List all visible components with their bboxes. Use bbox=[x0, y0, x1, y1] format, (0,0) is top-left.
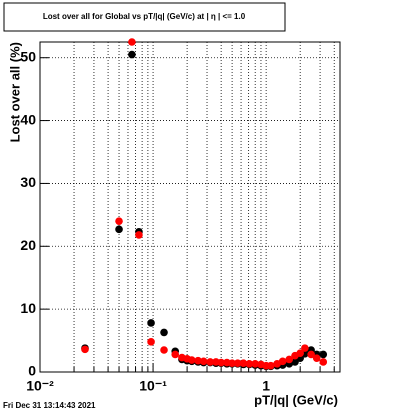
marker bbox=[245, 360, 254, 368]
marker bbox=[285, 355, 294, 364]
marker bbox=[128, 50, 136, 59]
marker bbox=[217, 358, 225, 367]
marker bbox=[115, 225, 123, 234]
y-tick-label: 20 bbox=[20, 237, 36, 253]
y-tick-label: 40 bbox=[20, 111, 36, 127]
y-tick-label: 10 bbox=[20, 300, 36, 316]
x-tick-label: 10⁻¹ bbox=[139, 378, 167, 394]
marker bbox=[312, 354, 321, 362]
y-axis-label: Lost over all (%) bbox=[7, 42, 22, 142]
marker bbox=[301, 344, 309, 352]
y-tick-label: 50 bbox=[20, 48, 36, 64]
y-tick-label: 30 bbox=[20, 174, 36, 190]
y-tick-label: 0 bbox=[28, 363, 36, 379]
marker bbox=[307, 350, 315, 359]
marker bbox=[206, 358, 214, 366]
x-tick-label: 1 bbox=[262, 378, 270, 394]
marker bbox=[147, 319, 155, 327]
marker bbox=[319, 350, 328, 359]
marker bbox=[319, 358, 328, 366]
marker bbox=[199, 357, 208, 366]
marker bbox=[194, 356, 202, 365]
footer: Fri Dec 31 13:14:43 2021 bbox=[3, 401, 96, 410]
chart-title: Lost over all for Global vs pT/|q| (GeV/… bbox=[43, 12, 246, 21]
marker bbox=[160, 328, 168, 337]
frame bbox=[39, 41, 341, 373]
x-axis-label: pT/|q| (GeV/c) bbox=[254, 392, 338, 407]
marker bbox=[115, 217, 123, 225]
marker bbox=[239, 359, 248, 368]
marker bbox=[251, 360, 259, 368]
title-box bbox=[3, 2, 286, 32]
marker bbox=[296, 349, 304, 357]
marker bbox=[81, 345, 89, 354]
marker bbox=[267, 361, 275, 370]
marker bbox=[128, 38, 136, 46]
x-tick-label: 10⁻² bbox=[26, 378, 54, 394]
marker bbox=[171, 350, 180, 359]
marker bbox=[187, 356, 196, 364]
marker bbox=[147, 338, 155, 346]
marker bbox=[278, 357, 287, 366]
marker bbox=[233, 359, 242, 368]
marker bbox=[135, 231, 143, 239]
marker bbox=[228, 359, 236, 368]
marker bbox=[160, 346, 168, 354]
